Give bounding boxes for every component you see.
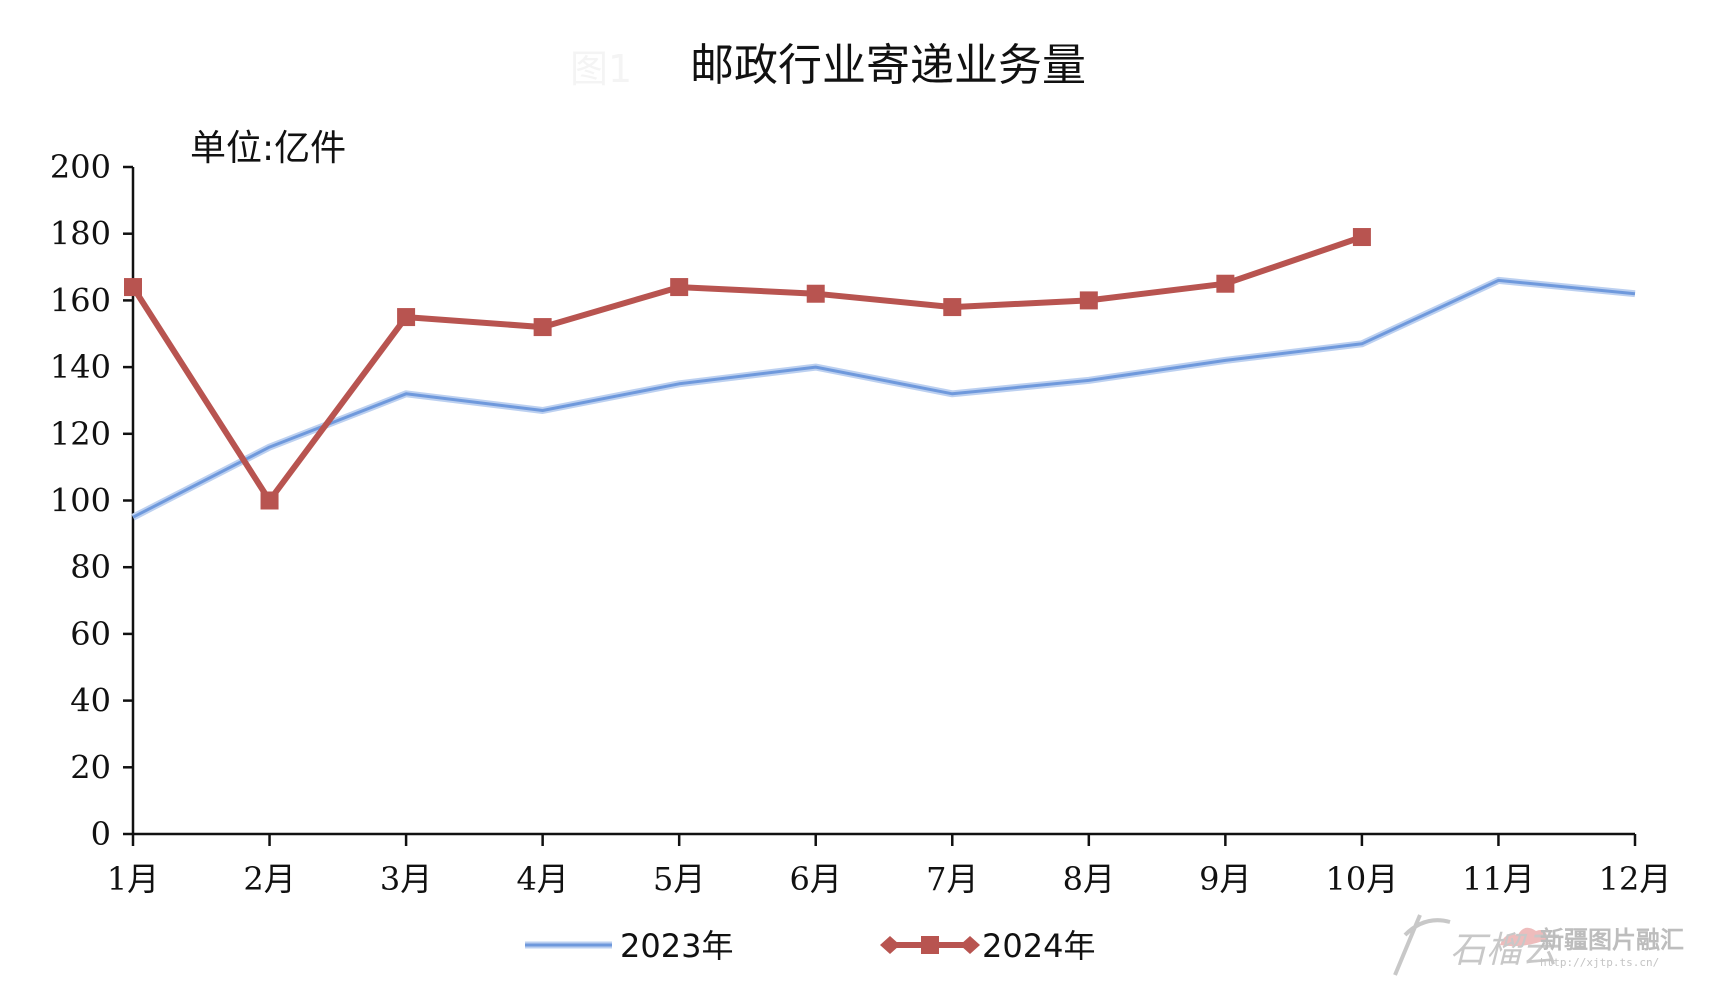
- series-point: [670, 278, 689, 297]
- y-tick-label: 60: [70, 615, 111, 653]
- legend-diamond-left-icon: [880, 936, 900, 954]
- x-tick-label: 3月: [380, 860, 432, 898]
- x-tick-label: 8月: [1063, 860, 1115, 898]
- legend-label-2024: 2024年: [982, 927, 1095, 965]
- legend: 2023年 2024年: [525, 927, 1095, 965]
- y-tick-label: 20: [70, 748, 111, 786]
- y-tick-label: 160: [50, 281, 111, 319]
- series-line: [132, 278, 1636, 519]
- y-tick-label: 120: [50, 415, 111, 453]
- x-tick-label: 12月: [1599, 860, 1672, 898]
- y-tick-label: 80: [70, 548, 111, 586]
- series-line: [130, 234, 1363, 504]
- figure-label: 图1: [570, 47, 632, 91]
- series-point: [124, 278, 142, 297]
- x-tick-label: 2月: [243, 860, 295, 898]
- y-tick-label: 180: [50, 215, 111, 253]
- chart-title: 邮政行业寄递业务量: [690, 40, 1086, 91]
- legend-square-icon: [921, 936, 939, 954]
- watermark-brand: 石榴云: [1450, 930, 1561, 971]
- x-tick-label: 7月: [926, 860, 978, 898]
- unit-label: 单位:亿件: [190, 128, 346, 169]
- x-tick-label: 10月: [1326, 860, 1399, 898]
- x-tick-label: 4月: [516, 860, 568, 898]
- axes: 0 20 40 60 80 100 120 140 160 180 200 1月 2月 3月 4月 5月 6月 7…: [50, 148, 1671, 898]
- legend-diamond-right-icon: [960, 936, 980, 954]
- x-tick-label: 9月: [1199, 860, 1251, 898]
- watermark-cloud-icon: [1500, 927, 1548, 947]
- series-layer: [124, 228, 1636, 521]
- series-point: [1216, 274, 1235, 293]
- legend-label-2023: 2023年: [620, 927, 733, 965]
- series-point: [806, 284, 825, 303]
- series-point: [397, 308, 416, 327]
- series-point: [260, 491, 279, 510]
- series-point: [1352, 228, 1371, 247]
- x-tick-label: 5月: [653, 860, 705, 898]
- series-point: [533, 318, 552, 337]
- y-tick-label: 100: [50, 482, 111, 520]
- watermark-name: 新疆图片融汇: [1540, 926, 1684, 954]
- y-tick-label: 40: [70, 682, 111, 720]
- y-tick-label: 0: [91, 815, 111, 853]
- series-point: [943, 298, 962, 317]
- watermark-url: http://xjtp.ts.cn/: [1540, 956, 1659, 969]
- watermark-logo-icon: [1393, 914, 1451, 976]
- series-line-halo: [131, 276, 1636, 521]
- watermark: 石榴云 新疆图片融汇 http://xjtp.ts.cn/: [1393, 914, 1684, 976]
- x-tick-label: 6月: [790, 860, 842, 898]
- x-tick-label: 1月: [107, 860, 159, 898]
- series-point: [1079, 291, 1098, 310]
- x-tick-label: 11月: [1462, 860, 1535, 898]
- y-tick-label: 140: [50, 348, 111, 386]
- y-tick-label: 200: [50, 148, 111, 186]
